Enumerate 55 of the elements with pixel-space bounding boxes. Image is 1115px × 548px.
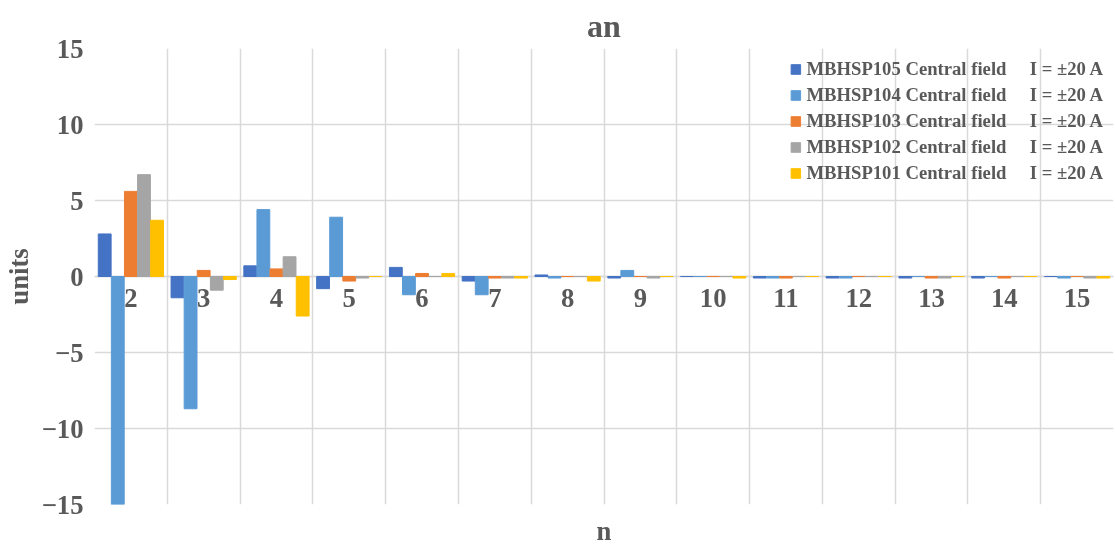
bar <box>282 256 297 277</box>
x-tick-label: 4 <box>269 282 284 313</box>
y-tick-label: −10 <box>41 413 84 444</box>
bar <box>441 272 456 277</box>
x-tick-label: 15 <box>1063 282 1091 313</box>
x-tick-label: 6 <box>415 282 429 313</box>
x-tick-label: 8 <box>560 282 575 313</box>
x-tick-label: 11 <box>773 282 799 313</box>
bar <box>170 276 185 299</box>
x-tick-label: 12 <box>845 282 873 313</box>
y-tick-label: −5 <box>54 337 84 368</box>
bar <box>137 174 151 277</box>
bar <box>295 276 310 317</box>
bar <box>123 190 138 277</box>
bar <box>474 276 489 296</box>
x-tick-label: 14 <box>990 282 1018 313</box>
bar <box>329 216 344 277</box>
bar <box>342 276 357 282</box>
legend-label: MBHSP101 Central field I = ±20 A <box>806 162 1103 184</box>
bar <box>243 265 258 277</box>
x-tick-label: 3 <box>197 282 211 313</box>
bar <box>461 276 476 282</box>
y-tick-label: 5 <box>70 185 84 216</box>
x-axis-title: n <box>596 515 612 546</box>
bar <box>620 269 635 277</box>
bar <box>415 272 429 277</box>
y-axis-title: units <box>3 248 34 305</box>
bar <box>269 268 284 277</box>
y-tick-label: −15 <box>41 489 84 520</box>
chart-title: an <box>587 7 622 44</box>
legend-label: MBHSP102 Central field I = ±20 A <box>806 136 1103 158</box>
bar <box>110 276 125 505</box>
x-tick-label: 7 <box>488 282 502 313</box>
bar <box>586 276 601 282</box>
bar <box>256 209 271 277</box>
bar <box>402 276 416 296</box>
y-tick-label: 15 <box>56 33 84 64</box>
bar <box>150 219 165 277</box>
x-tick-label: 5 <box>342 282 356 313</box>
bar <box>316 276 330 290</box>
bar <box>183 276 198 410</box>
x-tick-label: 9 <box>633 282 648 313</box>
bar <box>196 269 211 277</box>
bar <box>222 276 237 281</box>
legend-label: MBHSP104 Central field I = ±20 A <box>806 84 1103 106</box>
legend-label: MBHSP105 Central field I = ±20 A <box>806 58 1103 80</box>
x-tick-label: 2 <box>124 282 138 313</box>
bar <box>97 233 112 277</box>
bar <box>209 276 224 291</box>
bar <box>388 266 403 277</box>
y-tick-label: 0 <box>70 261 84 292</box>
x-tick-label: 10 <box>699 282 727 313</box>
x-tick-label: 13 <box>918 282 945 313</box>
legend-label: MBHSP103 Central field I = ±20 A <box>806 110 1103 132</box>
y-tick-label: 10 <box>56 109 84 140</box>
